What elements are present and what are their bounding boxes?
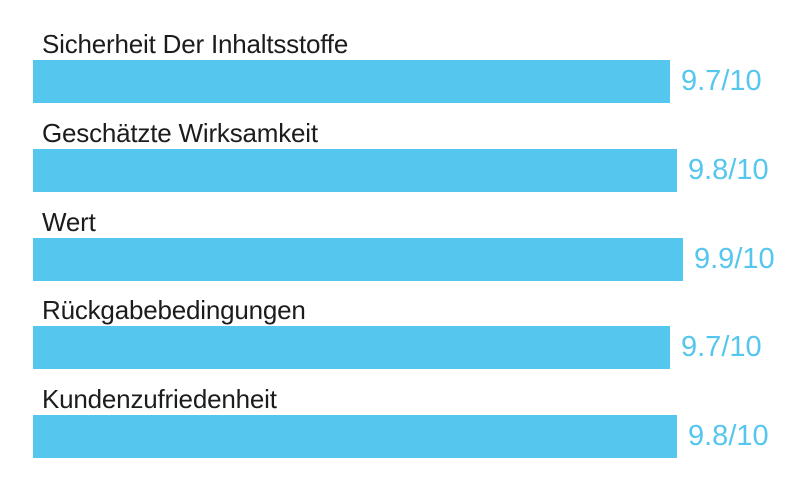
rating-value: 9.7/10 [681, 331, 762, 364]
rating-row: Rückgabebedingungen 9.7/10 [0, 294, 800, 370]
rating-bar [33, 326, 670, 370]
rating-value: 9.9/10 [694, 242, 775, 275]
rating-row: Wert 9.9/10 [0, 206, 800, 281]
rating-bar [33, 415, 677, 458]
rating-bar [33, 148, 677, 192]
rating-row: Sicherheit Der Inhaltsstoffe 9.7/10 [0, 28, 800, 103]
rating-value: 9.8/10 [688, 420, 769, 452]
rating-bar [33, 237, 683, 281]
rating-row: Geschätzte Wirksamkeit 9.8/10 [0, 117, 800, 192]
bar-line: 9.7/10 [33, 60, 800, 103]
bar-line: 9.8/10 [33, 148, 800, 192]
rating-value: 9.7/10 [681, 65, 762, 97]
category-label: Geschätzte Wirksamkeit [42, 117, 318, 148]
rating-value: 9.8/10 [688, 153, 769, 186]
bar-line: 9.9/10 [33, 237, 800, 281]
category-label: Wert [42, 206, 96, 237]
bar-line: 9.8/10 [33, 415, 800, 458]
category-label: Sicherheit Der Inhaltsstoffe [42, 29, 349, 59]
category-label: Rückgabebedingungen [42, 295, 306, 326]
rating-bar [33, 60, 670, 103]
bar-line: 9.7/10 [33, 326, 800, 370]
category-label: Kundenzufriedenheit [42, 384, 277, 414]
rating-row: Kundenzufriedenheit 9.8/10 [0, 383, 800, 458]
